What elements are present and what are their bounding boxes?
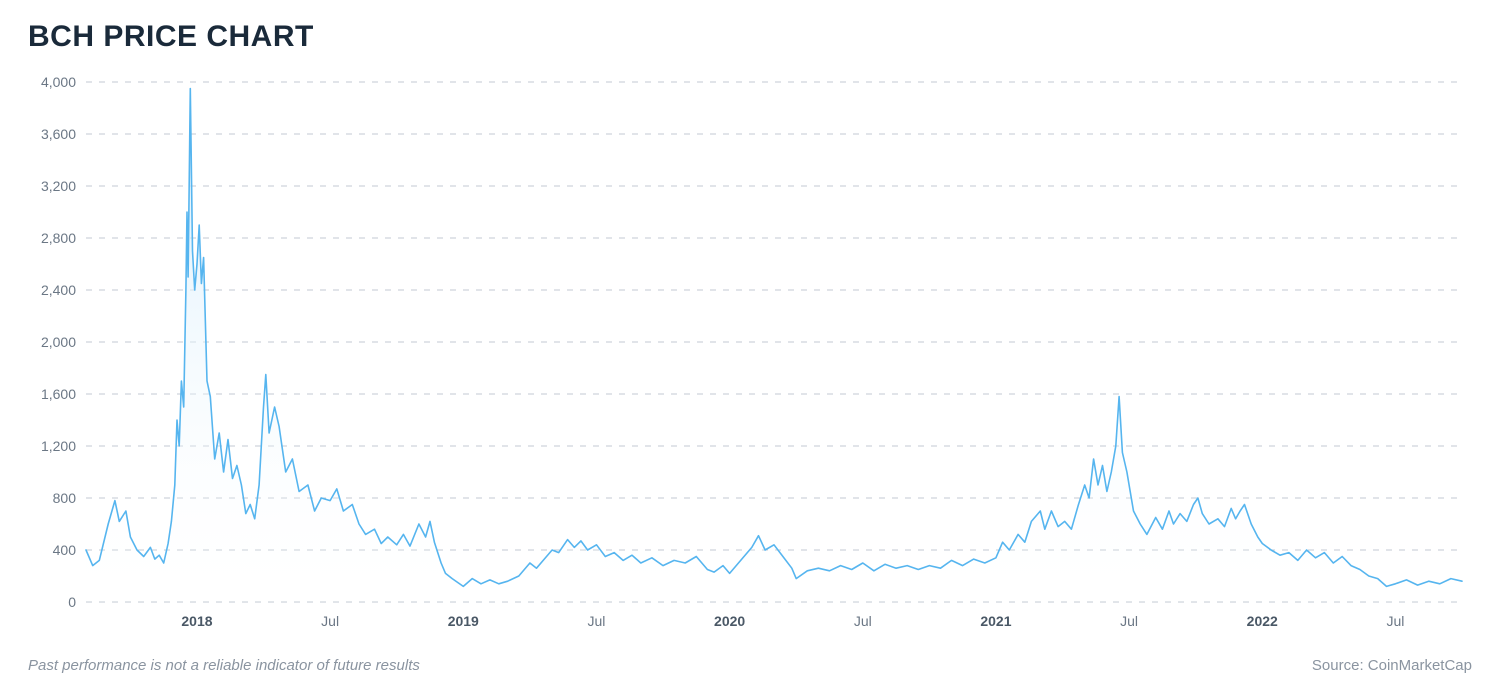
- y-axis-tick-label: 800: [53, 490, 77, 506]
- y-axis-tick-label: 0: [68, 594, 76, 610]
- disclaimer-text: Past performance is not a reliable indic…: [28, 657, 420, 674]
- y-axis-tick-label: 1,600: [41, 386, 76, 402]
- y-axis-tick-label: 4,000: [41, 76, 76, 90]
- y-axis-tick-label: 400: [53, 542, 77, 558]
- y-axis-tick-label: 3,200: [41, 178, 76, 194]
- chart-container: BCH PRICE CHART 0 400 800 1,200 1,600 2,000 2,…: [0, 0, 1500, 692]
- price-chart-svg: 0 400 800 1,200 1,600 2,000 2,400 2,800 3,200 3,6…: [28, 76, 1472, 636]
- x-axis-tick-label: Jul: [1386, 613, 1404, 629]
- x-axis-tick-label: 2021: [980, 613, 1011, 629]
- chart-footer: Past performance is not a reliable indic…: [28, 657, 1472, 674]
- chart-plot-area: 0 400 800 1,200 1,600 2,000 2,400 2,800 3,200 3,6…: [28, 76, 1472, 636]
- x-axis-tick-label: 2020: [714, 613, 745, 629]
- y-axis-tick-label: 1,200: [41, 438, 76, 454]
- price-area-fill: [86, 89, 1462, 603]
- x-axis-tick-label: 2018: [181, 613, 212, 629]
- y-axis-tick-label: 2,800: [41, 230, 76, 246]
- y-axis-tick-label: 3,600: [41, 126, 76, 142]
- x-axis-tick-label: Jul: [854, 613, 872, 629]
- source-text: Source: CoinMarketCap: [1312, 657, 1472, 674]
- y-axis-tick-label: 2,400: [41, 282, 76, 298]
- x-axis-tick-label: Jul: [587, 613, 605, 629]
- x-axis-tick-label: Jul: [321, 613, 339, 629]
- y-axis-tick-label: 2,000: [41, 334, 76, 350]
- x-axis-tick-label: 2022: [1247, 613, 1278, 629]
- chart-title: BCH PRICE CHART: [28, 20, 1472, 54]
- x-axis-tick-label: Jul: [1120, 613, 1138, 629]
- x-axis-tick-label: 2019: [448, 613, 479, 629]
